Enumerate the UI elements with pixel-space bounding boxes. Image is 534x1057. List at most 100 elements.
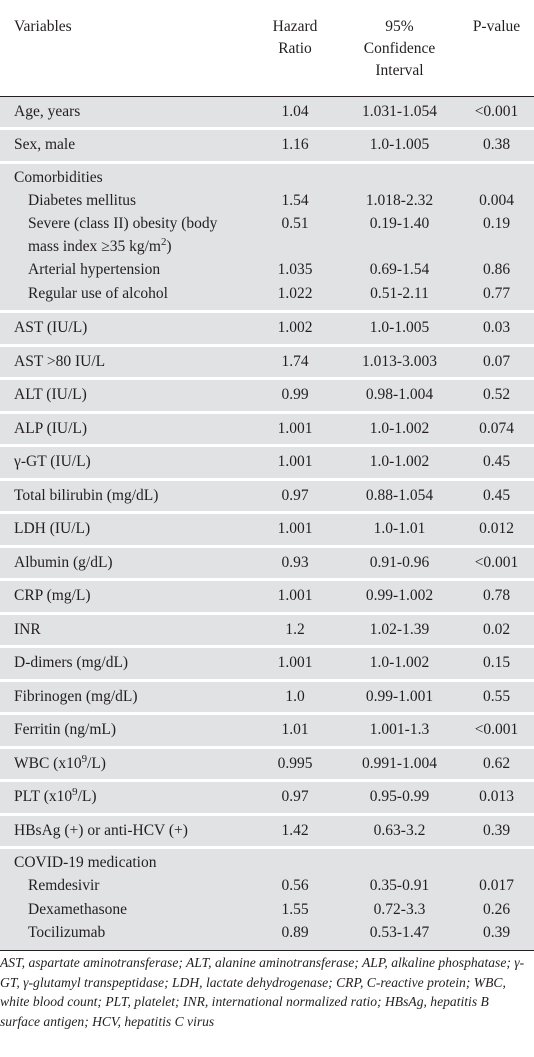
header-p-value: P-value bbox=[472, 18, 521, 35]
table-row-tocilizumab: Tocilizumab 0.89 0.53-1.47 0.39 bbox=[0, 921, 534, 951]
cell-p-value: 0.86 bbox=[459, 258, 534, 282]
cell-hazard-ratio: 1.54 bbox=[250, 188, 340, 212]
cell-confidence-interval: 0.51-2.11 bbox=[340, 281, 459, 312]
cell-variable: Arterial hypertension bbox=[0, 258, 250, 282]
cell-confidence-interval: 0.99-1.001 bbox=[340, 678, 459, 714]
table-footnote: AST, aspartate aminotransferase; ALT, al… bbox=[0, 955, 525, 1029]
cell-hazard-ratio: 1.001 bbox=[250, 410, 340, 446]
cell-confidence-interval: 0.91-0.96 bbox=[340, 544, 459, 580]
cell-variable: Fibrinogen (mg/dL) bbox=[0, 678, 250, 714]
header-hr-line2: Ratio bbox=[278, 40, 312, 57]
cell-hazard-ratio: 0.995 bbox=[250, 745, 340, 781]
table-row-albumin: Albumin (g/dL) 0.93 0.91-0.96 <0.001 bbox=[0, 544, 534, 580]
cell-variable: LDH (IU/L) bbox=[0, 511, 250, 546]
cell-variable: D-dimers (mg/dL) bbox=[0, 645, 250, 680]
table-body: Age, years 1.04 1.031-1.054 <0.001 Sex, … bbox=[0, 96, 534, 951]
cell-hazard-ratio: 1.022 bbox=[250, 281, 340, 312]
cell-hazard-ratio: 1.42 bbox=[250, 812, 340, 848]
table-row-inr: INR 1.2 1.02-1.39 0.02 bbox=[0, 611, 534, 647]
table-header: Variables Hazard Ratio 95% Confidence In… bbox=[0, 0, 534, 96]
obesity-line1: Severe (class II) obesity (body bbox=[28, 215, 218, 232]
table-row-ddimers: D-dimers (mg/dL) 1.001 1.0-1.002 0.15 bbox=[0, 645, 534, 680]
cell-p-value: 0.39 bbox=[459, 812, 534, 848]
cell-variable: Remdesivir bbox=[0, 874, 250, 898]
cell-hazard-ratio: 0.89 bbox=[250, 921, 340, 951]
cell-variable: HBsAg (+) or anti-HCV (+) bbox=[0, 812, 250, 848]
cell-p-value: 0.02 bbox=[459, 611, 534, 647]
cell-p-value: 0.19 bbox=[459, 212, 534, 258]
cell-variable: Diabetes mellitus bbox=[0, 188, 250, 212]
cell-hazard-ratio: 0.97 bbox=[250, 477, 340, 513]
cell-confidence-interval: 1.031-1.054 bbox=[340, 96, 459, 129]
cell-p-value: 0.38 bbox=[459, 127, 534, 162]
table-row-crp: CRP (mg/L) 1.001 0.99-1.002 0.78 bbox=[0, 578, 534, 613]
table-row-wbc: WBC (x109/L) 0.995 0.991-1.004 0.62 bbox=[0, 745, 534, 781]
cell-p-value: <0.001 bbox=[459, 96, 534, 129]
table-row-diabetes: Diabetes mellitus 1.54 1.018-2.32 0.004 bbox=[0, 188, 534, 212]
cell-p-value: 0.017 bbox=[459, 874, 534, 898]
cell-confidence-interval: 1.001-1.3 bbox=[340, 712, 459, 747]
cell-p-value: 0.15 bbox=[459, 645, 534, 680]
cell-confidence-interval: 0.19-1.40 bbox=[340, 212, 459, 258]
cell-confidence-interval: 0.99-1.002 bbox=[340, 578, 459, 613]
cell-variable: AST >80 IU/L bbox=[0, 343, 250, 379]
cell-variable: INR bbox=[0, 611, 250, 647]
table-row-sex: Sex, male 1.16 1.0-1.005 0.38 bbox=[0, 127, 534, 162]
table-row-comorbidities: Comorbidities bbox=[0, 160, 534, 189]
cell-p-value: 0.78 bbox=[459, 578, 534, 613]
cell-hazard-ratio: 1.035 bbox=[250, 258, 340, 282]
cell-hazard-ratio: 1.001 bbox=[250, 444, 340, 479]
cell-confidence-interval: 0.72-3.3 bbox=[340, 897, 459, 921]
cell-variable: Tocilizumab bbox=[0, 921, 250, 951]
cell-confidence-interval: 1.0-1.005 bbox=[340, 310, 459, 345]
header-ci-line1: 95% bbox=[385, 18, 414, 35]
table-row-dexamethasone: Dexamethasone 1.55 0.72-3.3 0.26 bbox=[0, 897, 534, 921]
cell-confidence-interval: 0.95-0.99 bbox=[340, 779, 459, 814]
cell-hazard-ratio: 0.56 bbox=[250, 874, 340, 898]
cell-confidence-interval: 0.991-1.004 bbox=[340, 745, 459, 781]
table-row-fibrinogen: Fibrinogen (mg/dL) 1.0 0.99-1.001 0.55 bbox=[0, 678, 534, 714]
cell-hazard-ratio: 1.002 bbox=[250, 310, 340, 345]
cell-confidence-interval: 1.02-1.39 bbox=[340, 611, 459, 647]
cell-confidence-interval: 1.013-3.003 bbox=[340, 343, 459, 379]
cell-confidence-interval: 1.018-2.32 bbox=[340, 188, 459, 212]
plt-label-b: /L) bbox=[77, 788, 97, 805]
cell-confidence-interval: 1.0-1.002 bbox=[340, 410, 459, 446]
plt-sup: 9 bbox=[72, 785, 78, 798]
cell-p-value: 0.012 bbox=[459, 511, 534, 546]
cell-confidence-interval: 1.0-1.005 bbox=[340, 127, 459, 162]
cell-confidence-interval: 0.69-1.54 bbox=[340, 258, 459, 282]
cell-hazard-ratio: 1.74 bbox=[250, 343, 340, 379]
wbc-sup: 9 bbox=[81, 752, 88, 765]
cell-hazard-ratio: 1.2 bbox=[250, 611, 340, 647]
cell-group-label: Comorbidities bbox=[0, 160, 250, 189]
cell-variable: CRP (mg/L) bbox=[0, 578, 250, 613]
cell-variable: WBC (x109/L) bbox=[0, 745, 250, 781]
cell-hazard-ratio: 1.55 bbox=[250, 897, 340, 921]
cell-confidence-interval: 1.0-1.002 bbox=[340, 444, 459, 479]
cell-p-value: 0.45 bbox=[459, 444, 534, 479]
cell-confidence-interval: 1.0-1.01 bbox=[340, 511, 459, 546]
cell-confidence-interval: 0.88-1.054 bbox=[340, 477, 459, 513]
cell-variable: Severe (class II) obesity (body mass ind… bbox=[0, 212, 250, 258]
cell-hazard-ratio: 1.001 bbox=[250, 645, 340, 680]
cell-p-value: 0.77 bbox=[459, 281, 534, 312]
cell-variable: PLT (x109/L) bbox=[0, 779, 250, 814]
hazard-ratio-table: Variables Hazard Ratio 95% Confidence In… bbox=[0, 0, 534, 951]
table-row-alt: ALT (IU/L) 0.99 0.98-1.004 0.52 bbox=[0, 377, 534, 412]
cell-group-label: COVID-19 medication bbox=[0, 846, 250, 874]
cell-p-value: 0.03 bbox=[459, 310, 534, 345]
cell-p-value: 0.45 bbox=[459, 477, 534, 513]
table-row-ggt: γ-GT (IU/L) 1.001 1.0-1.002 0.45 bbox=[0, 444, 534, 479]
table-row-alcohol: Regular use of alcohol 1.022 0.51-2.11 0… bbox=[0, 281, 534, 312]
cell-p-value: 0.013 bbox=[459, 779, 534, 814]
cell-hazard-ratio: 0.99 bbox=[250, 377, 340, 412]
cell-p-value: <0.001 bbox=[459, 544, 534, 580]
cell-variable: Age, years bbox=[0, 96, 250, 129]
cell-confidence-interval: 0.35-0.91 bbox=[340, 874, 459, 898]
cell-variable: Regular use of alcohol bbox=[0, 281, 250, 312]
cell-p-value: 0.26 bbox=[459, 897, 534, 921]
cell-p-value: <0.001 bbox=[459, 712, 534, 747]
cell-confidence-interval: 0.63-3.2 bbox=[340, 812, 459, 848]
